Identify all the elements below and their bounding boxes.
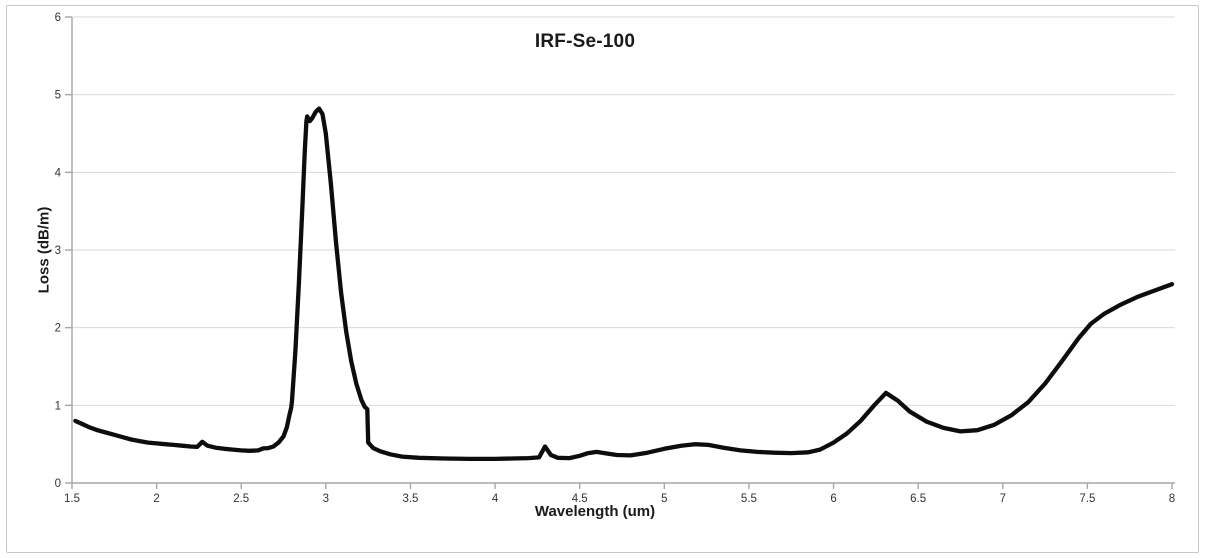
- chart-frame: [6, 5, 1199, 553]
- y-tick-label-2: 2: [55, 323, 61, 335]
- x-axis-title: Wavelength (um): [534, 503, 656, 520]
- x-tick-label-3: 3: [323, 493, 329, 505]
- y-tick-label-3: 3: [55, 245, 61, 257]
- x-tick-label-3.5: 3.5: [402, 493, 418, 505]
- x-tick-label-6.5: 6.5: [910, 493, 926, 505]
- y-tick-label-1: 1: [55, 400, 61, 412]
- x-tick-label-2.5: 2.5: [233, 493, 249, 505]
- y-axis-title: Loss (dB/m): [35, 206, 53, 294]
- x-tick-label-7: 7: [1000, 493, 1006, 505]
- x-tick-label-5: 5: [661, 493, 667, 505]
- x-tick-label-1.5: 1.5: [64, 493, 80, 505]
- x-tick-label-4.5: 4.5: [572, 493, 588, 505]
- x-tick-label-2: 2: [153, 493, 159, 505]
- x-tick-label-6: 6: [830, 493, 836, 505]
- y-tick-label-0: 0: [55, 478, 61, 490]
- series-line-0: [73, 106, 1175, 462]
- y-tick-label-4: 4: [55, 167, 62, 179]
- x-tick-label-7.5: 7.5: [1079, 493, 1095, 505]
- y-tick-label-6: 6: [55, 12, 61, 24]
- y-tick-label-5: 5: [55, 90, 61, 102]
- x-tick-label-4: 4: [492, 493, 499, 505]
- x-tick-label-8: 8: [1169, 493, 1175, 505]
- x-tick-label-5.5: 5.5: [741, 493, 757, 505]
- chart-title: IRF-Se-100: [534, 31, 636, 52]
